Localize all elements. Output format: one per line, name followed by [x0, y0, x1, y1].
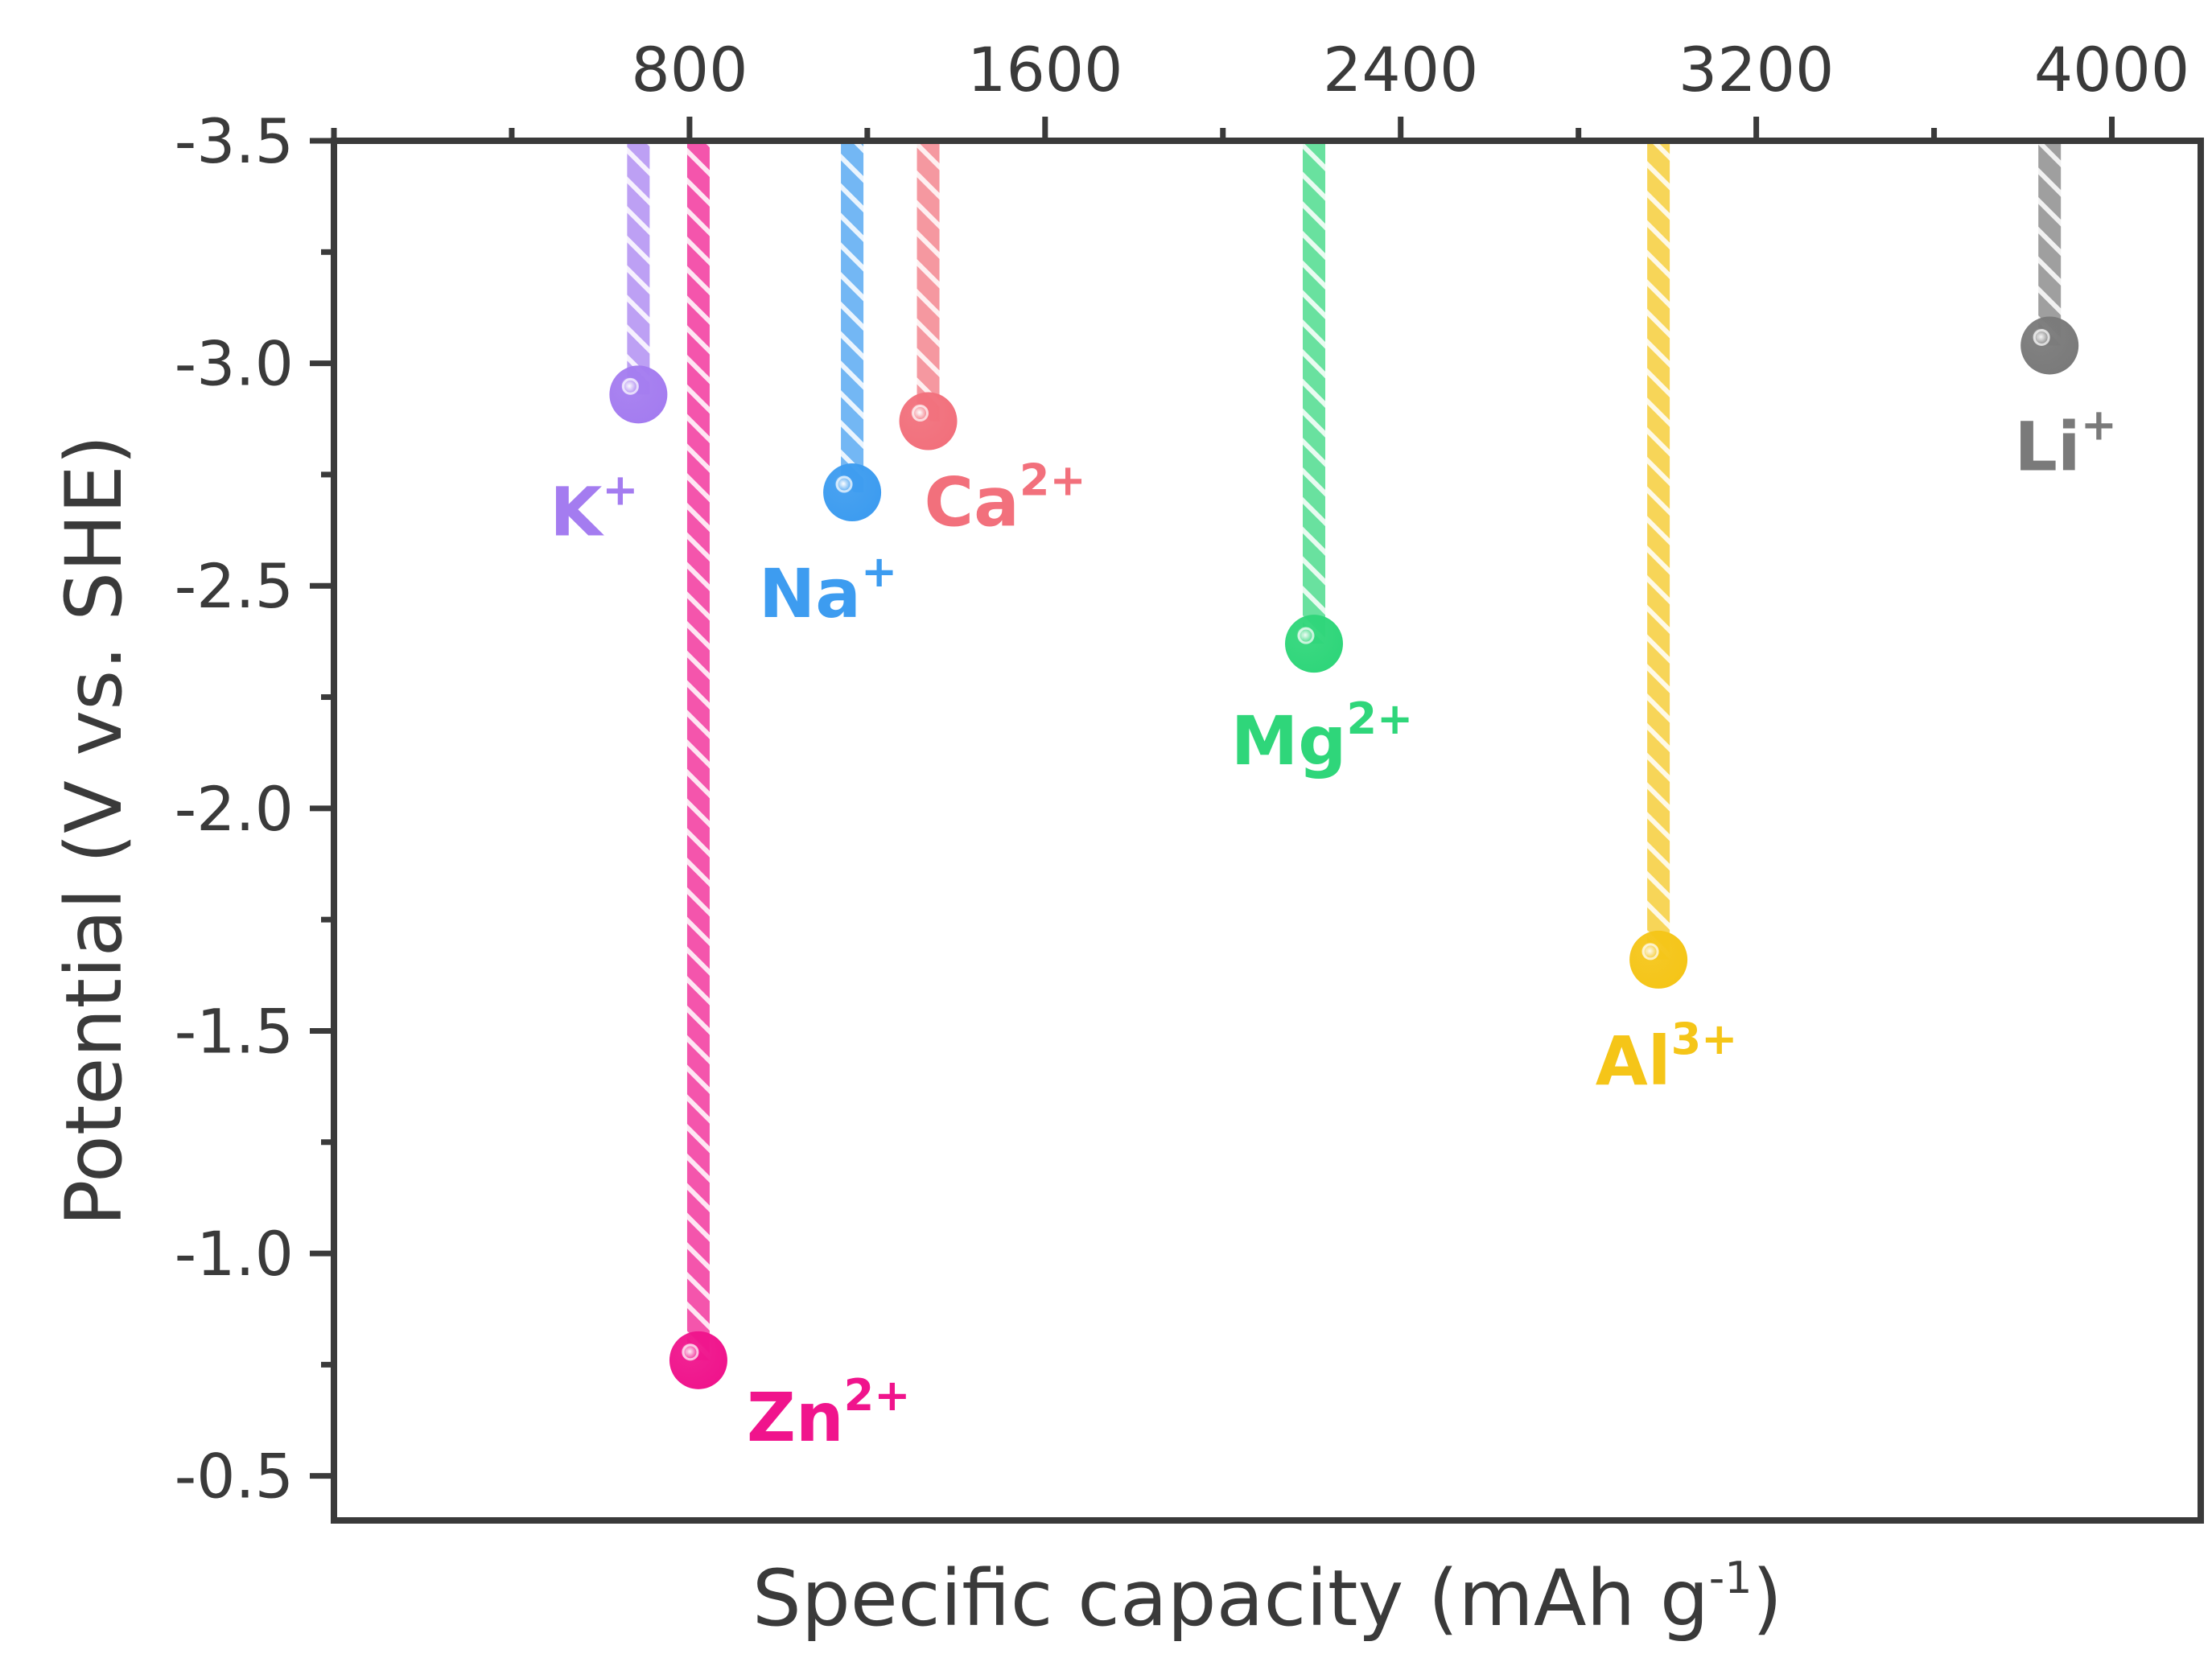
point-highlight-li: [2033, 328, 2050, 346]
ion-charge-na: +: [861, 546, 897, 597]
x-tick-label: 3200: [1679, 34, 1834, 105]
ion-symbol-na: Na: [759, 554, 861, 633]
y-tick-label: -2.0: [175, 773, 294, 845]
y-axis-title: Potential (V vs. SHE): [49, 435, 139, 1227]
stem-al: [1647, 141, 1670, 960]
y-tick-label: -0.5: [175, 1441, 294, 1512]
ion-label-k: K+: [550, 464, 638, 551]
stems-group: [627, 141, 2062, 1360]
ion-symbol-ca: Ca: [925, 463, 1019, 542]
x-tick-label: 800: [631, 34, 748, 105]
point-al: [1629, 930, 1688, 989]
x-tick-label: 1600: [967, 34, 1122, 105]
stem-zn: [686, 141, 710, 1360]
point-highlight-ca: [912, 405, 929, 422]
ion-charge-li: +: [2081, 399, 2117, 450]
x-axis-title-main: Specific capacity (mAh g: [752, 1553, 1709, 1644]
ion-label-ca: Ca2+: [925, 455, 1086, 542]
point-highlight-k: [621, 377, 639, 395]
point-highlight-al: [1641, 943, 1659, 961]
x-axis-ticks: 800 1600 2400 3200 4000: [331, 34, 2189, 141]
stem-mg: [1303, 141, 1325, 644]
x-axis-title-sup: -1: [1709, 1553, 1753, 1603]
ion-label-na: Na+: [759, 546, 897, 633]
ion-label-zn: Zn2+: [747, 1370, 911, 1457]
x-axis-title-close: ): [1753, 1553, 1782, 1644]
ion-charge-mg: 2+: [1346, 693, 1413, 744]
point-highlight-zn: [682, 1343, 699, 1361]
point-k: [609, 365, 668, 424]
ion-charge-zn: 2+: [844, 1370, 911, 1421]
ion-symbol-k: K: [550, 472, 604, 551]
ion-labels-group: K+Zn2+Na+Ca2+Mg2+Al3+Li+: [550, 399, 2117, 1456]
point-zn: [669, 1331, 727, 1389]
ion-symbol-al: Al: [1596, 1022, 1671, 1101]
y-tick-label: -3.5: [175, 105, 294, 177]
ion-symbol-zn: Zn: [747, 1378, 844, 1457]
y-tick-label: -1.0: [175, 1218, 294, 1290]
y-tick-label: -2.5: [175, 550, 294, 622]
point-highlight-mg: [1297, 627, 1315, 644]
y-tick-label: -1.5: [175, 995, 294, 1067]
x-axis-title: Specific capacity (mAh g-1): [752, 1553, 1782, 1644]
y-axis-ticks: -3.5 -3.0 -2.5 -2.0 -1.5 -1.0 -0.5: [175, 105, 334, 1512]
stem-ca: [917, 141, 940, 422]
x-tick-label: 2400: [1323, 34, 1478, 105]
points-group: [609, 316, 2079, 1389]
point-mg: [1285, 615, 1343, 673]
ion-label-mg: Mg2+: [1231, 693, 1414, 780]
point-na: [823, 463, 882, 522]
point-highlight-na: [835, 475, 853, 493]
y-tick-label: -3.0: [175, 328, 294, 400]
stem-k: [627, 141, 650, 395]
ion-label-li: Li+: [2014, 399, 2117, 486]
point-li: [2020, 316, 2079, 375]
ion-label-al: Al3+: [1596, 1014, 1738, 1101]
stem-na: [841, 141, 864, 493]
point-ca: [899, 392, 958, 450]
plot-frame: [331, 138, 2204, 1524]
stem-li: [2038, 141, 2062, 346]
ion-charge-ca: 2+: [1019, 455, 1086, 506]
x-tick-label: 4000: [2034, 34, 2189, 105]
ion-charge-k: +: [602, 464, 638, 515]
ion-charge-al: 3+: [1671, 1014, 1738, 1064]
ion-symbol-li: Li: [2014, 407, 2080, 486]
ion-symbol-mg: Mg: [1231, 701, 1347, 780]
